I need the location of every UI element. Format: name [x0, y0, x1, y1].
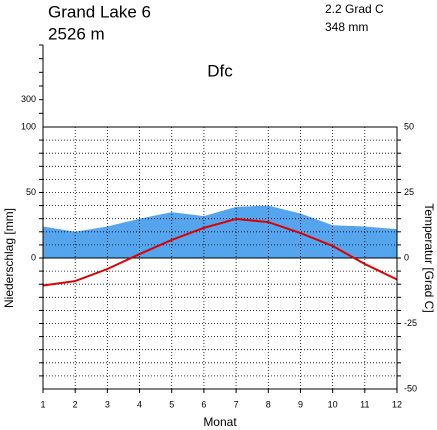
- chart-title: Grand Lake 6: [48, 2, 151, 21]
- y2-tick-label: 50: [404, 121, 414, 131]
- y2-axis-label: Temperatur [Grad C]: [422, 203, 436, 312]
- y2-tick-label: 25: [404, 187, 414, 197]
- y2-tick-label: -25: [404, 318, 417, 328]
- temperature-line: [42, 217, 398, 287]
- annotation: 348 mm: [325, 20, 368, 34]
- chart-subtitle: 2526 m: [48, 24, 105, 43]
- x-tick-label: 3: [105, 399, 110, 409]
- y-axis-label: Niederschlag [mm]: [2, 208, 16, 308]
- y-tick-label: 50: [26, 187, 36, 197]
- x-tick-label: 12: [392, 399, 402, 409]
- x-tick-label: 11: [360, 399, 369, 409]
- x-tick-label: 1: [40, 399, 45, 409]
- x-tick-label: 8: [266, 399, 271, 409]
- x-tick-label: 4: [137, 399, 142, 409]
- y-tick-label: 0: [31, 252, 36, 262]
- x-tick-label: 6: [201, 399, 206, 409]
- plot-frame: [42, 126, 398, 390]
- y-tick-label: 300: [21, 94, 36, 104]
- x-tick-label: 5: [169, 399, 174, 409]
- y-tick-label: 100: [21, 121, 36, 131]
- x-axis-label: Monat: [203, 415, 237, 429]
- x-tick-label: 2: [73, 399, 78, 409]
- annotation: 2.2 Grad C: [325, 2, 384, 16]
- y2-tick-label: -50: [404, 383, 417, 393]
- x-tick-label: 9: [298, 399, 303, 409]
- classification: Dfc: [207, 61, 233, 80]
- y2-tick-label: 0: [404, 252, 409, 262]
- x-tick-label: 10: [328, 399, 338, 409]
- x-tick-label: 7: [234, 399, 239, 409]
